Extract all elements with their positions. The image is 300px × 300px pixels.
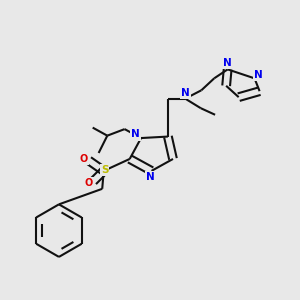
Text: S: S [101, 165, 108, 175]
Text: O: O [80, 154, 88, 164]
Text: O: O [85, 178, 93, 188]
Text: N: N [223, 58, 232, 68]
Text: N: N [254, 70, 262, 80]
Text: N: N [181, 88, 190, 98]
Text: N: N [131, 130, 140, 140]
Text: N: N [146, 172, 154, 182]
